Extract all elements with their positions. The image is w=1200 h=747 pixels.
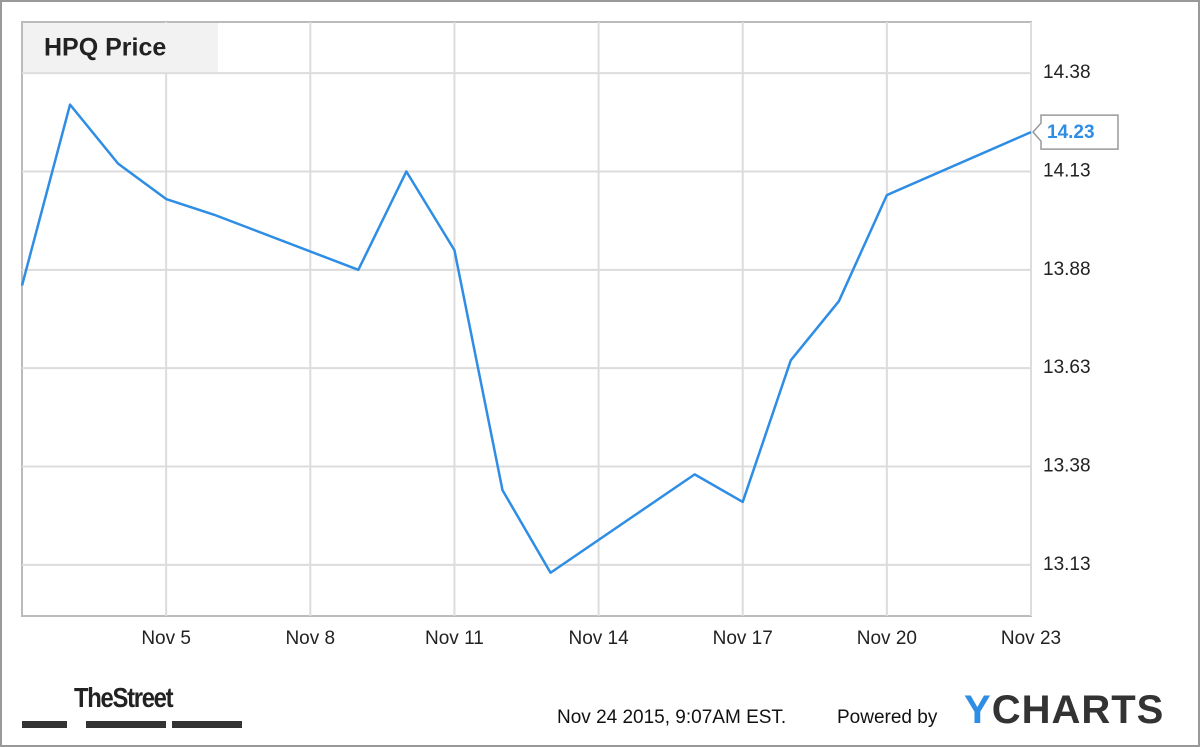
brand-logo: YCHARTS (964, 688, 1165, 732)
y-tick-label: 13.88 (1043, 259, 1091, 280)
x-tick-label: Nov 20 (857, 628, 917, 649)
y-tick-label: 13.13 (1043, 554, 1091, 575)
y-tick-label: 14.38 (1043, 62, 1091, 83)
logo-bar (22, 721, 67, 728)
x-tick-label: Nov 5 (141, 628, 191, 649)
powered-by: Powered by (837, 707, 938, 728)
x-tick-label: Nov 8 (285, 628, 335, 649)
last-value-label: 14.23 (1047, 122, 1095, 143)
publisher-logo: TheStreet (74, 682, 174, 713)
y-tick-label: 13.63 (1043, 357, 1091, 378)
x-tick-label: Nov 11 (425, 628, 484, 649)
y-tick-label: 14.13 (1043, 160, 1091, 181)
plot (20, 103, 1032, 574)
x-tick-label: Nov 23 (1001, 628, 1061, 649)
plot-area (21, 21, 1032, 617)
title-box (23, 23, 218, 72)
x-tick-label: Nov 14 (568, 628, 629, 649)
y-tick-label: 13.38 (1043, 456, 1091, 477)
grid (22, 22, 1032, 616)
price-line (20, 103, 1032, 574)
x-tick-label: Nov 17 (713, 628, 773, 649)
timestamp: Nov 24 2015, 9:07AM EST. (557, 707, 787, 728)
chart-title: HPQ Price (44, 34, 166, 62)
logo-bar (86, 721, 166, 728)
last-value-callout (1031, 114, 1119, 150)
logo-bar (172, 721, 242, 728)
